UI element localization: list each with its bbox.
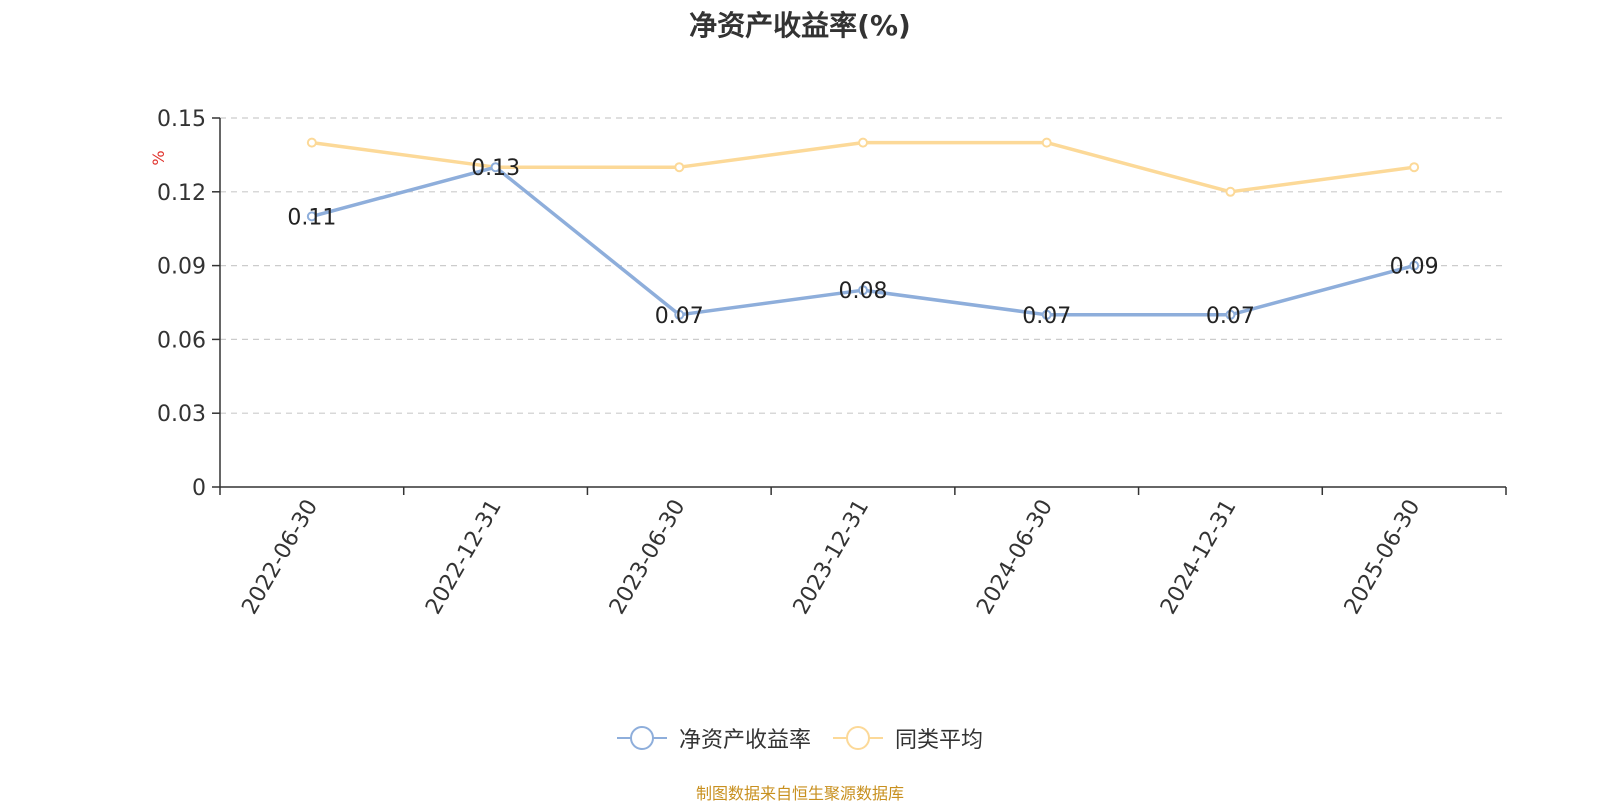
x-tick-label: 2023-06-30 (605, 496, 691, 619)
data-label: 0.07 (1022, 304, 1071, 329)
legend-item-peer-avg[interactable]: 同类平均 (833, 722, 983, 754)
legend: 净资产收益率 同类平均 (0, 722, 1600, 754)
data-point-peer-avg (1409, 162, 1420, 173)
data-point-roe (1041, 309, 1052, 320)
data-label: 0.07 (1206, 304, 1255, 329)
legend-label-roe: 净资产收益率 (678, 728, 811, 753)
data-point-roe (1225, 309, 1236, 320)
data-point-peer-avg (306, 137, 317, 148)
data-point-roe (1409, 260, 1420, 271)
y-tick-label: 0 (192, 476, 206, 501)
data-label: 0.08 (839, 279, 888, 304)
data-point-roe (306, 211, 317, 222)
y-tick-label: 0.03 (157, 402, 206, 427)
data-label: 0.11 (287, 205, 336, 230)
x-tick-label: 2022-06-30 (237, 496, 323, 619)
x-tick-label: 2024-12-31 (1156, 496, 1242, 619)
source-note: 制图数据来自恒生聚源数据库 (695, 784, 904, 803)
data-point-peer-avg (1041, 137, 1052, 148)
y-tick-label: 0.09 (157, 255, 206, 280)
y-tick-label: 0.15 (157, 107, 206, 132)
legend-label-peer-avg: 同类平均 (895, 728, 984, 753)
legend-marker-peer-avg-icon (833, 726, 883, 750)
x-tick-label: 2025-06-30 (1340, 496, 1426, 619)
x-tick-label: 2024-06-30 (972, 496, 1058, 619)
legend-marker-roe-icon (616, 726, 667, 750)
data-point-roe (490, 162, 501, 173)
y-axis-label: % (149, 150, 168, 165)
data-point-roe (674, 309, 685, 320)
x-tick-label: 2023-12-31 (789, 496, 875, 619)
y-tick-label: 0.06 (157, 328, 206, 353)
y-tick-label: 0.12 (157, 181, 206, 206)
chart-title: 净资产收益率(%) (689, 9, 911, 42)
data-label: 0.09 (1390, 255, 1439, 280)
data-point-peer-avg (858, 137, 868, 148)
data-label: 0.13 (471, 156, 520, 181)
legend-item-roe[interactable]: 净资产收益率 (616, 722, 811, 754)
data-label: 0.07 (655, 304, 704, 329)
data-point-roe (858, 285, 868, 296)
data-point-peer-avg (674, 162, 685, 173)
x-tick-label: 2022-12-31 (421, 496, 507, 619)
data-point-peer-avg (1225, 186, 1236, 197)
